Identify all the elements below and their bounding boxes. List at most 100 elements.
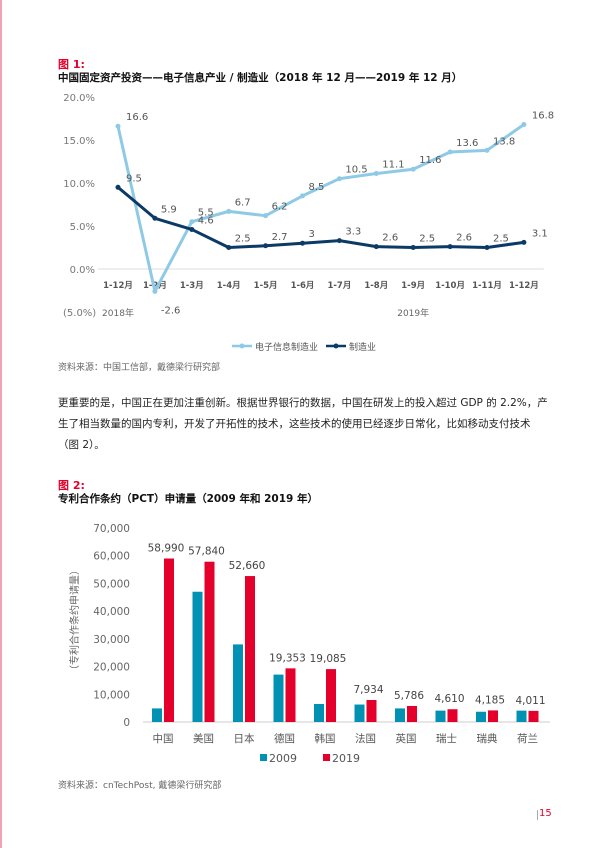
y-tick-label: 40,000 bbox=[93, 606, 130, 618]
data-label: 2.7 bbox=[272, 232, 288, 243]
y-tick-label: 0.0% bbox=[70, 265, 95, 276]
y-tick-label: 60,000 bbox=[93, 551, 130, 563]
legend-label: 电子信息制造业 bbox=[255, 341, 318, 353]
data-label: 19,353 bbox=[269, 652, 306, 664]
bar-2009 bbox=[273, 674, 284, 722]
bar-chart: 0 10,000 20,000 30,000 40,000 50,000 60,000 70,… bbox=[68, 523, 550, 765]
data-point bbox=[336, 238, 342, 244]
data-point bbox=[115, 184, 121, 190]
x-tick-label: 瑞士 bbox=[436, 732, 457, 745]
data-label: 16.6 bbox=[126, 112, 148, 123]
group-label-2018: 2018年 bbox=[102, 307, 134, 319]
figure2-title: 专利合作条约（PCT）申请量（2009 年和 2019 年） bbox=[58, 493, 318, 505]
data-point bbox=[373, 244, 379, 250]
data-point bbox=[484, 245, 490, 250]
y-tick-label: 50,000 bbox=[93, 578, 130, 590]
legend-label: 2009 bbox=[269, 752, 297, 765]
data-label: 58,990 bbox=[148, 543, 185, 555]
x-tick-label: 1-7月 bbox=[327, 281, 351, 291]
y-tick-label: (5.0%) bbox=[63, 308, 96, 319]
legend-marker bbox=[333, 343, 339, 349]
data-label: 6.7 bbox=[235, 197, 251, 208]
figure2-source: 资料来源：cnTechPost, 戴德梁行研究部 bbox=[58, 781, 222, 791]
data-label: 3.1 bbox=[532, 228, 548, 239]
y-tick-label: 0 bbox=[123, 717, 130, 729]
x-tick-label: 1-12月 bbox=[103, 281, 133, 291]
bar-2009 bbox=[516, 710, 527, 722]
data-point bbox=[300, 240, 305, 246]
group-label-2019: 2019年 bbox=[397, 307, 429, 319]
bar-2009 bbox=[314, 703, 324, 722]
x-tick-label: 德国 bbox=[274, 732, 295, 745]
data-label: -2.6 bbox=[161, 305, 181, 316]
figure1-source: 资料来源：中国工信部，戴德梁行研究部 bbox=[58, 363, 221, 373]
series-line-2 bbox=[117, 186, 525, 249]
y-tick-label: 10.0% bbox=[63, 179, 95, 190]
data-point bbox=[263, 213, 269, 219]
data-label: 5.9 bbox=[161, 204, 177, 215]
data-label: 5,786 bbox=[394, 690, 424, 702]
y-tick-label: 5.0% bbox=[70, 222, 95, 233]
data-point bbox=[300, 193, 305, 199]
page-number: 15 bbox=[539, 808, 552, 819]
data-label: 3 bbox=[309, 229, 315, 240]
y-tick-label: 10,000 bbox=[93, 689, 130, 701]
data-point bbox=[410, 166, 416, 172]
data-point bbox=[226, 245, 232, 250]
data-label: 2.5 bbox=[235, 234, 251, 245]
data-point bbox=[336, 176, 342, 182]
legend-label: 2019 bbox=[332, 752, 360, 765]
x-tick-label: 1-4月 bbox=[217, 281, 241, 291]
data-point bbox=[115, 123, 121, 129]
bar-2009 bbox=[192, 591, 203, 722]
data-label: 52,660 bbox=[229, 560, 266, 572]
data-point bbox=[447, 149, 453, 155]
x-tick-label: 中国 bbox=[153, 732, 174, 745]
data-label: 11.6 bbox=[419, 155, 441, 166]
data-label: 4,011 bbox=[515, 695, 545, 707]
data-label: 13.8 bbox=[493, 136, 515, 147]
y-tick-label: 20,000 bbox=[93, 662, 130, 674]
data-label: 2.6 bbox=[382, 233, 398, 244]
data-label: 9.5 bbox=[126, 173, 142, 184]
bar-2009 bbox=[395, 708, 405, 722]
bar-2009 bbox=[152, 708, 162, 722]
data-point bbox=[410, 245, 416, 250]
data-label: 6.2 bbox=[272, 202, 288, 213]
legend-swatch bbox=[260, 754, 267, 761]
data-point bbox=[189, 226, 195, 232]
x-tick-label: 日本 bbox=[234, 732, 255, 745]
data-label: 16.8 bbox=[532, 111, 554, 122]
bar-2009 bbox=[233, 644, 243, 722]
data-label: 13.6 bbox=[456, 138, 478, 149]
figure2-label: 图 2: bbox=[58, 479, 85, 492]
data-point bbox=[521, 122, 527, 128]
data-point bbox=[189, 219, 195, 225]
data-point bbox=[152, 288, 158, 294]
data-label: 3.3 bbox=[345, 227, 361, 238]
y-tick-label: 20.0% bbox=[63, 93, 95, 104]
data-point bbox=[152, 215, 158, 221]
data-label: 11.1 bbox=[382, 160, 404, 171]
y-tick-label: 15.0% bbox=[63, 136, 95, 147]
legend-label: 制造业 bbox=[349, 341, 376, 353]
bar-2009 bbox=[435, 710, 446, 722]
x-tick-label: 英国 bbox=[396, 732, 417, 745]
bar-2009 bbox=[476, 711, 486, 722]
data-label: 2.5 bbox=[493, 234, 509, 245]
x-tick-label: 1-5月 bbox=[254, 281, 278, 291]
figure1-title: 中国固定资产投资——电子信息产业 / 制造业（2018 年 12 月——2019… bbox=[58, 72, 463, 84]
data-label: 57,840 bbox=[188, 546, 225, 558]
y-axis-title: （专利合作条约申请量） bbox=[68, 565, 81, 675]
legend-marker bbox=[239, 343, 245, 349]
data-label: 4,185 bbox=[475, 694, 505, 706]
data-label: 7,934 bbox=[353, 684, 383, 696]
bar-2019 bbox=[366, 700, 377, 722]
x-tick-label: 1-10月 bbox=[435, 281, 465, 291]
page-number-divider bbox=[537, 810, 538, 820]
data-point bbox=[521, 239, 527, 245]
data-point bbox=[447, 244, 453, 250]
x-tick-label: 1-3月 bbox=[180, 281, 204, 291]
bar-2019 bbox=[164, 558, 174, 722]
bar-2019 bbox=[245, 576, 255, 722]
